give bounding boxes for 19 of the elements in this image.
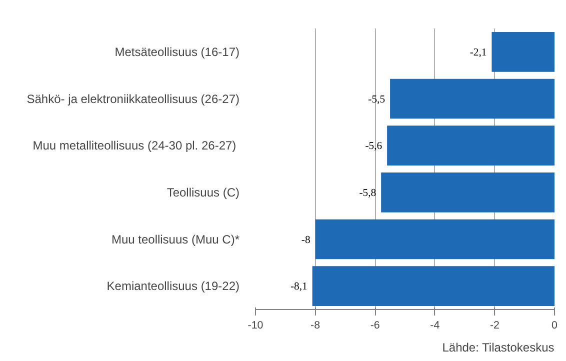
x-tick-label: 0 <box>552 320 558 332</box>
data-label: -5,6 <box>365 141 383 152</box>
y-tick-label: Muu teollisuus (Muu C)* <box>111 232 240 246</box>
y-tick-label: Kemianteollisuus (19-22) <box>106 279 240 294</box>
data-label: -8 <box>301 234 310 246</box>
y-tick-label: Sähkö- ja elektroniikkateollisuus (26-27) <box>26 92 240 106</box>
data-label: -8,1 <box>290 282 308 293</box>
text: Lähde: Tilastokeskus <box>442 340 554 354</box>
x-tick-label: -8 <box>310 320 320 332</box>
y-tick-label: Muu metalliteollisuus (24-30 pl. 26-27) <box>32 138 236 153</box>
x-tick-label: -6 <box>370 320 380 332</box>
x-tick-label: -2 <box>490 320 500 332</box>
x-tick-label: -10 <box>248 320 264 332</box>
data-label: -5,8 <box>359 188 376 199</box>
y-tick-label: Teollisuus (C) <box>166 185 240 200</box>
x-tick-label: -4 <box>430 320 440 332</box>
data-label: -5,5 <box>368 94 386 106</box>
data-label: -2,1 <box>470 47 487 58</box>
y-tick-label: Metsäteollisuus (16-17) <box>114 44 240 59</box>
